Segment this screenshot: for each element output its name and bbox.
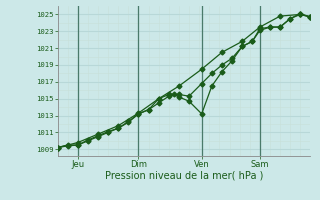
X-axis label: Pression niveau de la mer( hPa ): Pression niveau de la mer( hPa ) (105, 171, 263, 181)
